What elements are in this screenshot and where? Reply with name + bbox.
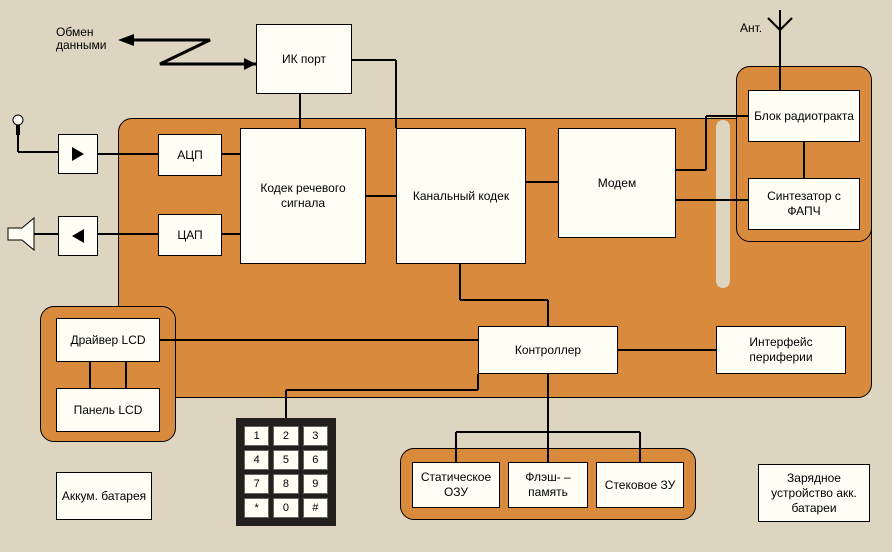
- play-icon: [70, 146, 86, 162]
- region-main-cutout: [716, 120, 730, 288]
- stack-block: Стековое ЗУ: [596, 462, 684, 508]
- dac-block: ЦАП: [158, 214, 222, 256]
- play-left-icon: [70, 228, 86, 244]
- exchange-label: Обмен данными: [56, 26, 107, 52]
- keypad[interactable]: 1 2 3 4 5 6 7 8 9 * 0 #: [236, 418, 336, 526]
- key-hash[interactable]: #: [303, 498, 328, 518]
- key-5[interactable]: 5: [273, 450, 298, 470]
- adc-block: АЦП: [158, 134, 222, 176]
- antenna-label: Ант.: [740, 22, 762, 35]
- sram-block: Статическое ОЗУ: [412, 462, 500, 508]
- key-6[interactable]: 6: [303, 450, 328, 470]
- play-button-1: [58, 134, 98, 174]
- battery-block: Аккум. батарея: [56, 472, 152, 520]
- ik-port-block: ИК порт: [256, 24, 352, 94]
- panel-lcd-block: Панель LCD: [56, 388, 160, 432]
- channel-codec-block: Канальный кодек: [396, 128, 526, 264]
- play-button-2: [58, 216, 98, 256]
- driver-lcd-block: Драйвер LCD: [56, 318, 160, 362]
- key-7[interactable]: 7: [244, 474, 269, 494]
- periph-block: Интерфейс периферии: [716, 326, 846, 374]
- key-3[interactable]: 3: [303, 426, 328, 446]
- radio-block: Блок радиотракта: [748, 90, 860, 142]
- key-0[interactable]: 0: [273, 498, 298, 518]
- codec-block: Кодек речевого сигнала: [240, 128, 366, 264]
- key-8[interactable]: 8: [273, 474, 298, 494]
- synth-block: Синтезатор с ФАПЧ: [748, 178, 860, 230]
- key-2[interactable]: 2: [273, 426, 298, 446]
- key-9[interactable]: 9: [303, 474, 328, 494]
- controller-block: Контроллер: [478, 326, 618, 374]
- flash-block: Флэш- –память: [508, 462, 588, 508]
- charger-block: Зарядное устройство акк. батареи: [758, 464, 870, 522]
- key-4[interactable]: 4: [244, 450, 269, 470]
- modem-block: Модем: [558, 128, 676, 238]
- key-star[interactable]: *: [244, 498, 269, 518]
- key-1[interactable]: 1: [244, 426, 269, 446]
